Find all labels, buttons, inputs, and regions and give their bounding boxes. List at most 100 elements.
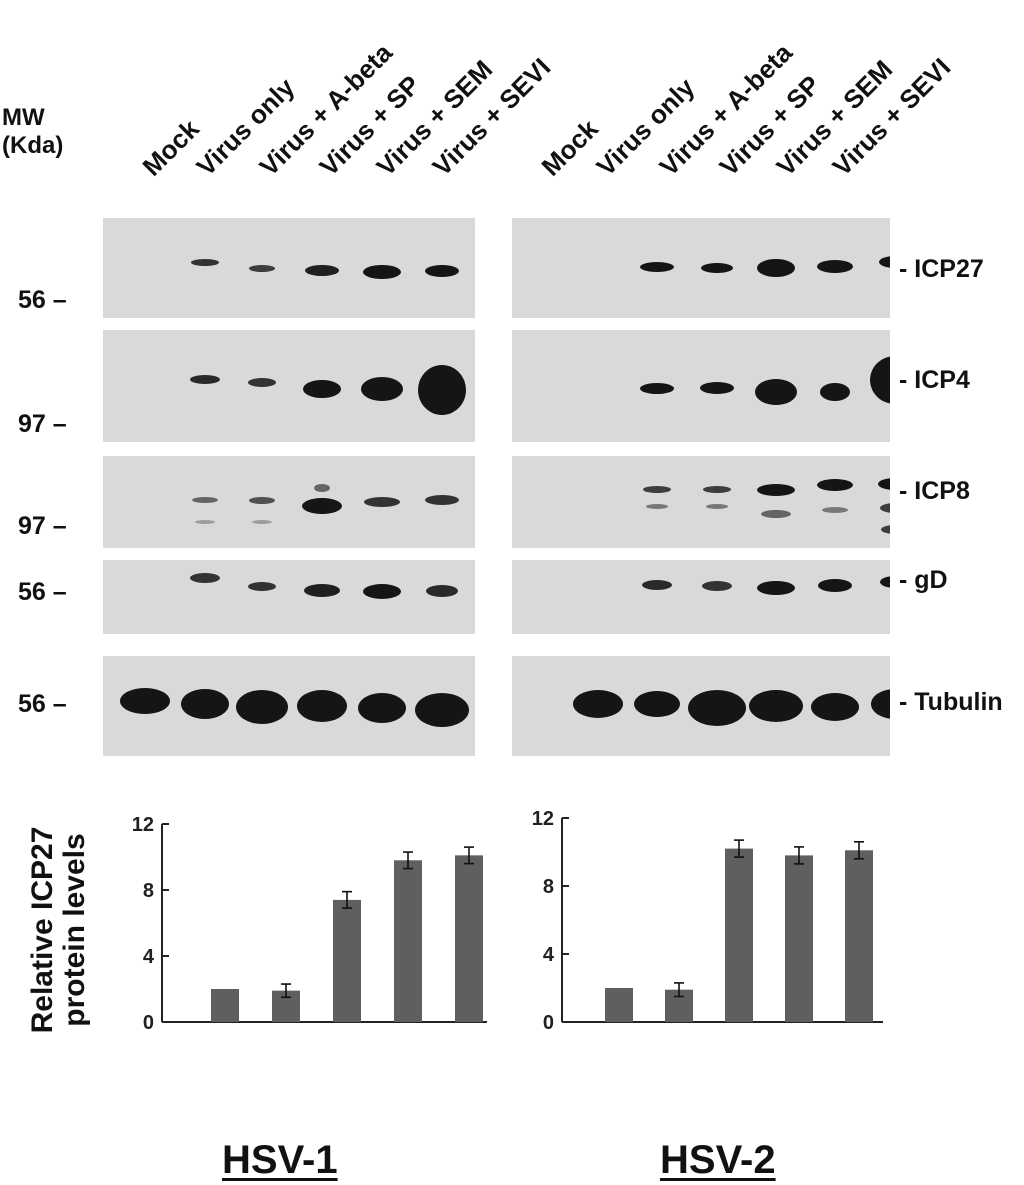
bar: [725, 848, 753, 1022]
blot-band-icp8: [249, 496, 275, 504]
y-tick-label: 12: [532, 808, 554, 830]
blot-band-tubulin: [688, 690, 746, 726]
bar: [394, 860, 422, 1022]
blot-band-icp8: [425, 495, 459, 505]
blot-band-icp8: [822, 507, 848, 513]
blot-panel-icp27-hsv2: [512, 218, 890, 318]
y-tick-label: 0: [543, 1012, 554, 1034]
blot-band-icp8: [757, 484, 795, 496]
blot-band-icp27: [425, 265, 459, 277]
blot-band-icp4: [640, 382, 674, 394]
y-axis-title: Relative ICP27 protein levels: [26, 815, 91, 1045]
blot-panel-icp4-hsv1: [103, 330, 475, 442]
blot-band-gd: [248, 581, 276, 591]
blot-panel-icp8-hsv1: [103, 456, 475, 548]
lane-label-mock: Mock: [535, 113, 604, 182]
blot-band-icp27: [249, 264, 275, 272]
blot-band-icp4: [361, 377, 403, 401]
blot-band-tubulin: [297, 690, 347, 722]
blot-band-icp8: [706, 503, 728, 509]
protein-label-icp4: - ICP4: [899, 366, 970, 394]
blot-band-tubulin: [749, 690, 803, 722]
bar: [785, 855, 813, 1022]
blot-band-gd: [880, 576, 890, 588]
blot-panel-tubulin-hsv2: [512, 656, 890, 756]
blot-band-icp27: [757, 259, 795, 277]
blot-band-icp27: [305, 264, 339, 276]
blot-band-icp8: [192, 497, 218, 503]
blot-band-icp8: [817, 479, 853, 491]
blot-band-tubulin: [871, 689, 890, 719]
blot-band-icp8: [881, 524, 890, 534]
blot-band-gd: [426, 585, 458, 597]
blot-band-icp8: [364, 497, 400, 507]
blot-band-gd: [642, 580, 672, 590]
bar: [333, 899, 361, 1022]
lane-label-mock: Mock: [136, 113, 205, 182]
blot-band-icp8: [195, 520, 215, 524]
bar-chart-hsv2: 0 4 8 12: [532, 808, 883, 1034]
protein-label-icp27: - ICP27: [899, 255, 984, 283]
blot-band-icp4: [870, 356, 890, 404]
blot-panel-icp8-hsv2: [512, 456, 890, 548]
mw-marker-icp8: 97 –: [18, 512, 67, 540]
virus-title-hsv2: HSV-2: [660, 1138, 776, 1182]
protein-label-icp8: - ICP8: [899, 477, 970, 505]
blot-band-tubulin: [358, 693, 406, 723]
blot-band-icp8: [252, 520, 272, 524]
blot-band-icp8: [643, 485, 671, 493]
blot-band-tubulin: [181, 689, 229, 719]
bar: [455, 855, 483, 1022]
mw-marker-gd: 56 –: [18, 578, 67, 606]
protein-label-gd: - gD: [899, 566, 948, 594]
bar: [605, 988, 633, 1022]
blot-panel-gd-hsv2: [512, 560, 890, 634]
mw-header-line2: (Kda): [2, 131, 64, 159]
mw-header-line1: MW: [2, 104, 45, 131]
y-tick-label: 12: [132, 814, 154, 836]
blot-band-icp8: [646, 503, 668, 509]
blot-band-icp27: [191, 258, 219, 266]
virus-title-hsv1: HSV-1: [222, 1138, 338, 1182]
blot-band-tubulin: [573, 690, 623, 718]
mw-marker-icp27: 56 –: [18, 286, 67, 314]
blot-panel-gd-hsv1: [103, 560, 475, 634]
blot-band-gd: [757, 581, 795, 595]
mw-marker-icp4: 97 –: [18, 410, 67, 438]
blot-band-gd: [190, 573, 220, 583]
protein-label-tubulin: - Tubulin: [899, 688, 1003, 716]
blot-band-icp27: [879, 256, 890, 268]
blot-band-icp27: [701, 263, 733, 273]
bar-chart-hsv1: 0 4 8 12: [132, 814, 487, 1034]
blot-band-icp4: [190, 374, 220, 384]
blot-band-tubulin: [120, 688, 170, 714]
blot-band-icp4: [418, 365, 466, 415]
mw-marker-tubulin: 56 –: [18, 690, 67, 718]
bar: [845, 850, 873, 1022]
y-tick-label: 4: [143, 946, 155, 968]
y-tick-label: 0: [143, 1012, 154, 1034]
blot-band-icp8: [703, 485, 731, 493]
blot-band-gd: [818, 578, 852, 592]
blot-band-icp4: [820, 383, 850, 401]
blot-band-icp27: [363, 265, 401, 279]
y-tick-label: 4: [543, 944, 555, 966]
blot-band-icp8: [761, 510, 791, 518]
blot-panel-icp4-hsv2: [512, 330, 890, 442]
bar: [211, 989, 239, 1022]
y-tick-label: 8: [143, 880, 154, 902]
blot-band-icp4: [755, 379, 797, 405]
blot-band-icp27: [640, 262, 674, 272]
mw-header: MW (Kda): [2, 104, 63, 159]
y-axis-title-line2: protein levels: [57, 833, 91, 1027]
y-axis-title-line1: Relative ICP27: [26, 826, 59, 1034]
blot-band-gd: [363, 583, 401, 599]
blot-band-tubulin: [415, 693, 469, 727]
y-tick-label: 8: [543, 876, 554, 898]
blot-band-tubulin: [236, 690, 288, 724]
blot-panel-tubulin-hsv1: [103, 656, 475, 756]
blot-band-icp8: [878, 478, 890, 490]
blot-band-icp8: [880, 503, 890, 513]
blot-band-icp8: [302, 498, 342, 514]
blot-panel-icp27-hsv1: [103, 218, 475, 318]
